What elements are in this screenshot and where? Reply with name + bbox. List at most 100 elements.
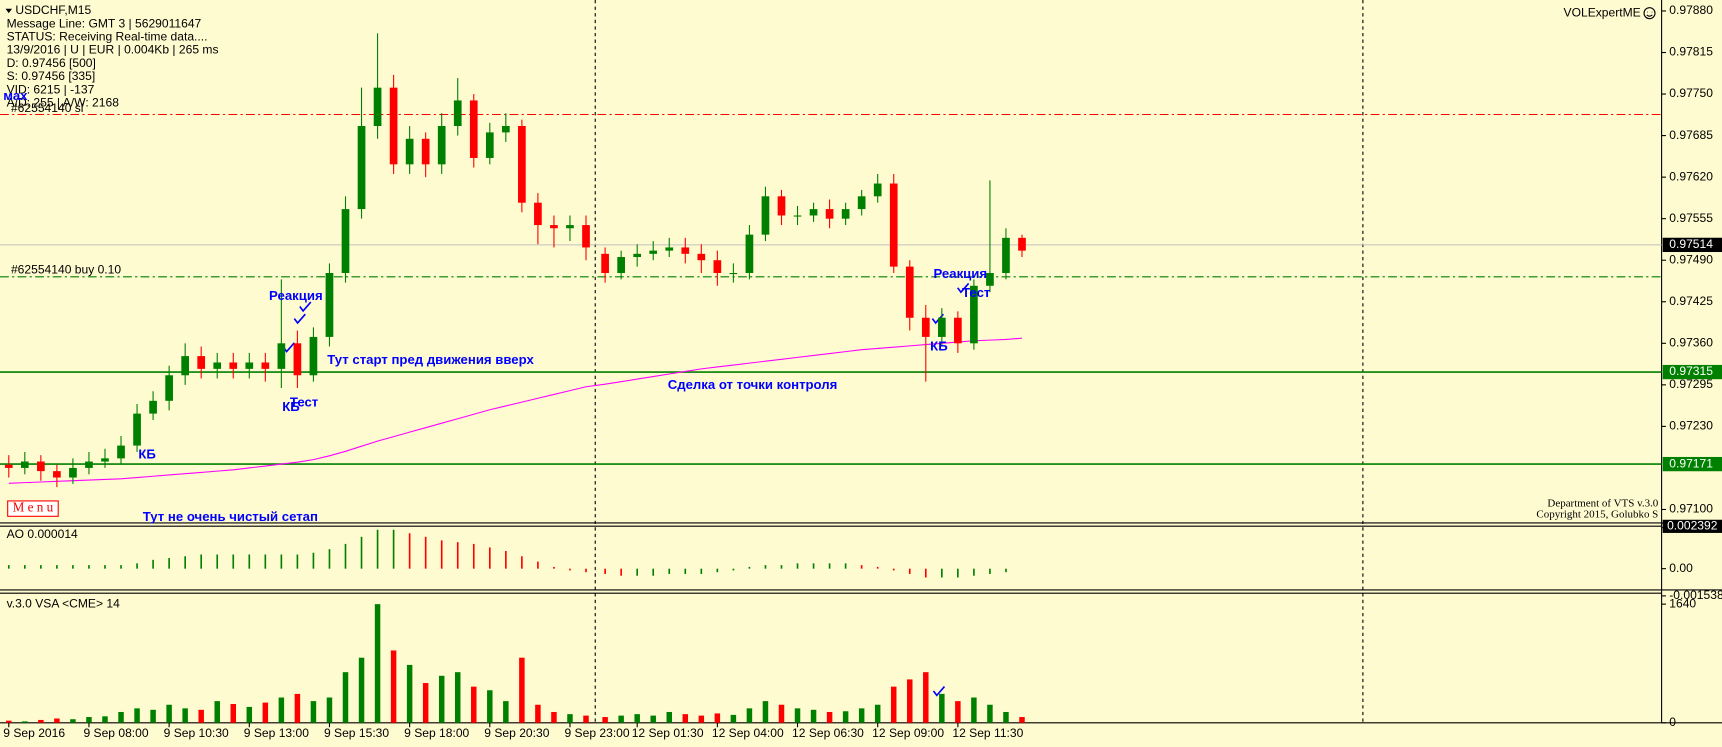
volume-bar <box>1003 711 1009 723</box>
volume-bar <box>842 711 849 723</box>
brand: VOLExpertME <box>1564 5 1641 19</box>
candle-body <box>825 209 834 219</box>
volume-bar <box>826 711 833 723</box>
candle-body <box>937 317 946 337</box>
candle-body <box>181 356 190 376</box>
candle-body <box>665 247 674 251</box>
panel-title: AO 0.000014 <box>7 527 78 541</box>
y-tick-label: 0.97880 <box>1669 3 1713 17</box>
dropdown-icon[interactable] <box>5 8 13 14</box>
candle-body <box>325 273 334 337</box>
info-line: A/D: 255 | A/W: 2168 <box>7 95 120 109</box>
volume-bar <box>955 701 961 723</box>
x-tick-label: 9 Sep 23:00 <box>564 726 629 740</box>
candle-body <box>550 225 558 229</box>
volume-bar <box>567 714 573 723</box>
y-tick-label: 0.97685 <box>1669 128 1713 142</box>
trade-label: #62554140 buy 0.10 <box>11 262 121 276</box>
volume-bar <box>358 657 365 723</box>
volume-bar <box>794 708 801 723</box>
volume-bar <box>22 721 28 723</box>
price-box <box>1662 456 1722 472</box>
annotation: мах <box>3 88 28 103</box>
volume-bar <box>230 704 237 723</box>
price-box <box>1662 364 1722 380</box>
candle-body <box>213 362 222 369</box>
annotation: Тут не очень чистый сетап <box>143 509 318 524</box>
smiley-icon <box>1643 7 1656 20</box>
menu-button[interactable] <box>7 500 59 517</box>
candle-body <box>582 225 590 248</box>
volume-bar <box>858 708 865 723</box>
candle-body <box>53 471 61 478</box>
annotation: КБ <box>282 399 300 414</box>
volume-bar <box>326 697 333 723</box>
candle-body <box>341 209 350 274</box>
check-mark <box>293 313 306 325</box>
annotation: КБ <box>138 446 156 461</box>
candle-body <box>277 343 286 369</box>
volume-bar <box>618 715 624 723</box>
candle-body <box>697 253 706 261</box>
volume-bar <box>38 719 44 723</box>
candle-body <box>954 317 962 344</box>
volume-bar <box>166 704 172 723</box>
x-tick-label: 9 Sep 18:00 <box>404 726 469 740</box>
volume-bar <box>746 708 753 723</box>
candle-body <box>165 375 173 401</box>
candle-body <box>857 196 866 210</box>
candle-body <box>518 126 526 203</box>
candle-body <box>617 257 625 274</box>
volume-bar <box>198 709 204 723</box>
volume-bar <box>454 672 461 723</box>
annotation: Реакция <box>933 266 987 281</box>
volume-bar <box>54 718 60 723</box>
candle-body <box>681 247 690 254</box>
volume-bar <box>682 714 689 723</box>
check-marks <box>282 282 970 697</box>
candle-body <box>229 362 238 369</box>
x-tick-label: 9 Sep 10:30 <box>164 726 229 740</box>
volume-bar <box>6 720 12 723</box>
candle-body <box>649 250 658 254</box>
info-line: S: 0.97456 [335] <box>7 69 96 83</box>
candle-body <box>197 356 206 369</box>
candle-body <box>809 209 818 216</box>
volume-bar <box>519 657 525 723</box>
volume-bar <box>118 711 124 723</box>
candle-body <box>970 285 978 344</box>
volume-bar <box>70 719 76 723</box>
candle-body <box>357 126 366 210</box>
candle-body <box>777 196 786 216</box>
candle-body <box>69 467 77 478</box>
candle-body <box>293 343 302 376</box>
y-tick-label: 0.97100 <box>1669 502 1713 516</box>
candle-body <box>133 413 141 446</box>
volume-bar <box>971 697 977 723</box>
annotation: Сделка от точки контроля <box>668 377 838 392</box>
price-box-label: 0.97171 <box>1669 456 1713 470</box>
y-tick-label: 0.97555 <box>1669 211 1713 225</box>
candle-body <box>905 266 914 318</box>
candle-body <box>501 126 510 133</box>
ao-marker-label: 0.002392 <box>1667 519 1718 533</box>
volume-bar <box>810 709 817 723</box>
volume-bar <box>535 704 541 723</box>
volume-bar <box>471 686 477 723</box>
candle-body <box>713 260 722 274</box>
footer-line: Department of VTS v.3.0 <box>1547 498 1658 510</box>
candle-body <box>986 273 994 286</box>
volume-bar <box>406 664 413 723</box>
volume-bar <box>102 716 108 723</box>
candle-body <box>20 461 29 468</box>
candle-body <box>261 362 270 369</box>
x-tick-label: 9 Sep 08:00 <box>83 726 148 740</box>
candle-body <box>921 317 930 337</box>
candle-body <box>601 253 609 274</box>
volume-bar <box>778 704 785 723</box>
x-tick-label: 12 Sep 04:00 <box>712 726 784 740</box>
volume-bar <box>730 714 737 723</box>
menu-label[interactable]: M e n u <box>13 500 54 515</box>
